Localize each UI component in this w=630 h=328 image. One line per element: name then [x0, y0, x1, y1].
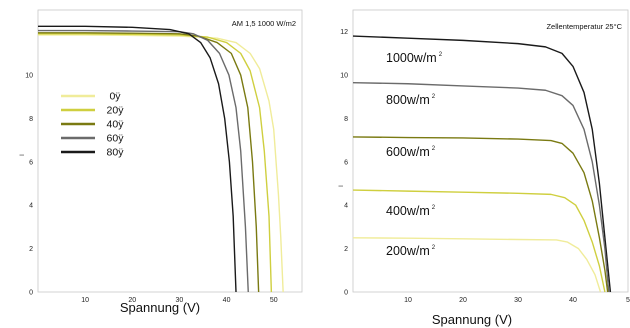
chart1-x-tick-label: 40 — [223, 297, 231, 304]
chart2-plot-area — [352, 9, 629, 293]
chart1-x-tick-label: 20 — [128, 297, 136, 304]
chart1-y-tick-label: 2 — [29, 246, 33, 253]
chart1-legend: 0ÿ 20ÿ 40ÿ 60ÿ 80ÿ — [61, 91, 124, 159]
legend-label: 40ÿ — [107, 119, 125, 131]
chart1-y-ticks: 0 2 4 6 8 10 — [25, 73, 33, 297]
chart2-series-line-0 — [352, 35, 612, 293]
chart2-y-tick-label: 0 — [344, 290, 348, 297]
series-label-superscript: 2 — [432, 205, 436, 211]
chart1-series-line-2 — [38, 32, 260, 293]
chart1-series-line-1 — [38, 33, 273, 293]
chart2-x-tick-label: 40 — [569, 297, 577, 304]
legend-label: 60ÿ — [107, 133, 125, 145]
chart2-series-line-2 — [352, 136, 609, 293]
chart1-x-tick-label: 30 — [176, 297, 184, 304]
chart2-y-tick-label: 8 — [344, 116, 348, 123]
chart2-x-tick-label: 5 — [626, 297, 630, 304]
chart2-y-tick-label: 12 — [340, 29, 348, 36]
series-label: 1000w/m — [386, 51, 437, 65]
chart2-y-ticks: 0 2 4 6 8 10 12 — [340, 29, 348, 296]
chart2-y-tick-label: 10 — [340, 73, 348, 80]
chart2-series-line-1 — [352, 81, 610, 293]
chart2-y-axis-title: I — [339, 185, 345, 187]
series-label-superscript: 2 — [432, 245, 436, 251]
chart2: Zellentemperatur 25°C Spannung (V) I 10 2… — [339, 9, 630, 327]
series-label-superscript: 2 — [432, 146, 436, 152]
legend-label: 20ÿ — [107, 105, 125, 117]
chart1-y-tick-label: 6 — [29, 159, 33, 166]
chart1-title: AM 1,5 1000 W/m2 — [232, 19, 296, 28]
chart1-series-line-4 — [38, 25, 237, 293]
series-label: 800w/m — [386, 93, 430, 107]
chart1-x-tick-label: 50 — [270, 297, 278, 304]
series-label-superscript: 2 — [432, 94, 436, 100]
chart1-y-tick-label: 8 — [29, 116, 33, 123]
chart1-y-tick-label: 10 — [25, 73, 33, 80]
chart2-x-tick-label: 10 — [404, 297, 412, 304]
legend-label: 0ÿ — [109, 91, 121, 103]
chart1-series-line-0 — [38, 34, 284, 293]
chart2-y-tick-label: 6 — [344, 159, 348, 166]
series-label: 400w/m — [386, 204, 430, 218]
chart2-series-line-4 — [352, 237, 602, 293]
chart2-series-lines — [352, 35, 612, 293]
chart1-x-axis-title: Spannung (V) — [120, 300, 200, 315]
chart1: AM 1,5 1000 W/m2 Spannung (V) I 10 20 30 40… — [20, 9, 303, 315]
series-label: 600w/m — [386, 145, 430, 159]
chart2-x-tick-label: 30 — [514, 297, 522, 304]
chart1-x-tick-label: 10 — [81, 297, 89, 304]
series-label-superscript: 2 — [439, 52, 443, 58]
legend-label: 80ÿ — [107, 147, 125, 159]
series-label: 200w/m — [386, 244, 430, 258]
chart2-x-ticks: 10 20 30 40 5 — [404, 297, 630, 304]
chart1-series-lines — [38, 25, 284, 293]
chart1-y-axis-title: I — [20, 154, 26, 156]
chart1-y-tick-label: 4 — [29, 203, 33, 210]
chart2-y-tick-label: 4 — [344, 203, 348, 210]
chart1-series-line-3 — [38, 29, 249, 293]
chart2-title: Zellentemperatur 25°C — [546, 22, 622, 31]
chart2-x-tick-label: 20 — [459, 297, 467, 304]
chart2-series-line-3 — [352, 189, 606, 293]
chart2-y-tick-label: 2 — [344, 246, 348, 253]
chart2-x-axis-title: Spannung (V) — [432, 312, 512, 327]
chart1-y-tick-label: 0 — [29, 290, 33, 297]
chart1-x-ticks: 10 20 30 40 50 — [81, 297, 277, 304]
